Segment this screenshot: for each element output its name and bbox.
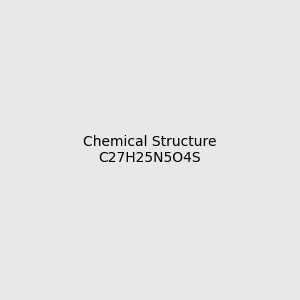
Text: Chemical Structure
C27H25N5O4S: Chemical Structure C27H25N5O4S [83, 135, 217, 165]
